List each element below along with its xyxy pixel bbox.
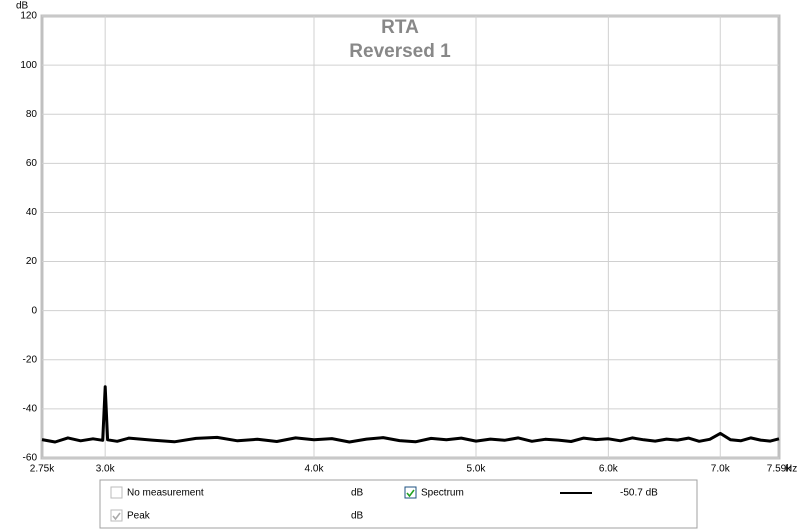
y-tick-label: -60 — [23, 453, 38, 464]
legend-box — [99, 479, 698, 529]
x-axis-label: Hz — [785, 464, 797, 475]
x-tick-label: 4.0k — [305, 464, 325, 475]
check-mark — [406, 489, 415, 498]
x-tick-label: 2.75k — [30, 464, 55, 475]
checkbox[interactable] — [110, 486, 123, 499]
y-tick-label: -20 — [23, 354, 38, 365]
y-tick-label: 80 — [26, 109, 38, 120]
legend-label: Peak — [127, 511, 151, 522]
y-tick-label: 100 — [20, 60, 37, 71]
x-tick-label: 7.0k — [711, 464, 731, 475]
y-tick-label: 60 — [26, 158, 38, 169]
y-tick-label: 20 — [26, 256, 38, 267]
y-axis-label: dB — [16, 1, 29, 12]
legend-value: -50.7 dB — [620, 488, 658, 499]
legend-label: No measurement — [127, 488, 204, 499]
plot-frame — [40, 14, 781, 460]
x-tick-label: 5.0k — [467, 464, 487, 475]
checkbox[interactable] — [404, 486, 417, 499]
y-tick-label: 120 — [20, 11, 37, 22]
y-tick-label: -40 — [23, 404, 38, 415]
legend-unit: dB — [351, 488, 364, 499]
legend-label: Spectrum — [421, 488, 464, 499]
check-mark — [112, 512, 121, 521]
chart-subtitle: Reversed 1 — [349, 41, 451, 62]
x-tick-label: 7.59k — [767, 464, 792, 475]
checkbox[interactable] — [110, 509, 123, 522]
x-tick-label: 6.0k — [599, 464, 619, 475]
y-tick-label: 40 — [26, 207, 38, 218]
chart-title: RTA — [381, 17, 419, 38]
y-tick-label: 0 — [31, 305, 37, 316]
x-tick-label: 3.0k — [96, 464, 116, 475]
spectrum-line — [41, 385, 780, 444]
legend-unit: dB — [351, 511, 364, 522]
